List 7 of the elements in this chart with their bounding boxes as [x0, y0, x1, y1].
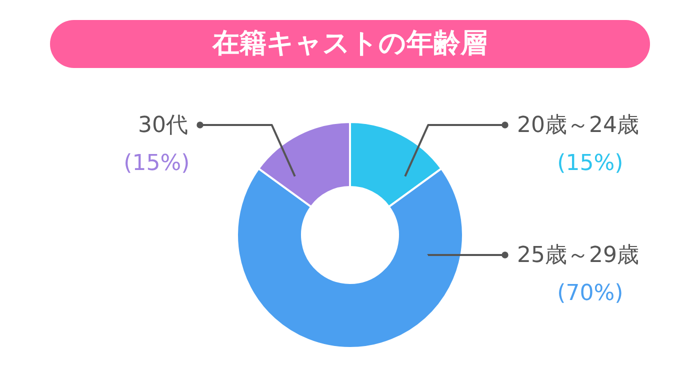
- data-label: (15%): [124, 151, 190, 176]
- slice-label: 25歳～29歳: [517, 243, 639, 268]
- chart-title: 在籍キャストの年齢層: [212, 28, 488, 59]
- slice-label: 20歳～24歳: [517, 113, 639, 138]
- slice-label: 30代: [138, 113, 188, 138]
- data-label: (15%): [557, 151, 624, 176]
- data-label: (70%): [557, 281, 624, 306]
